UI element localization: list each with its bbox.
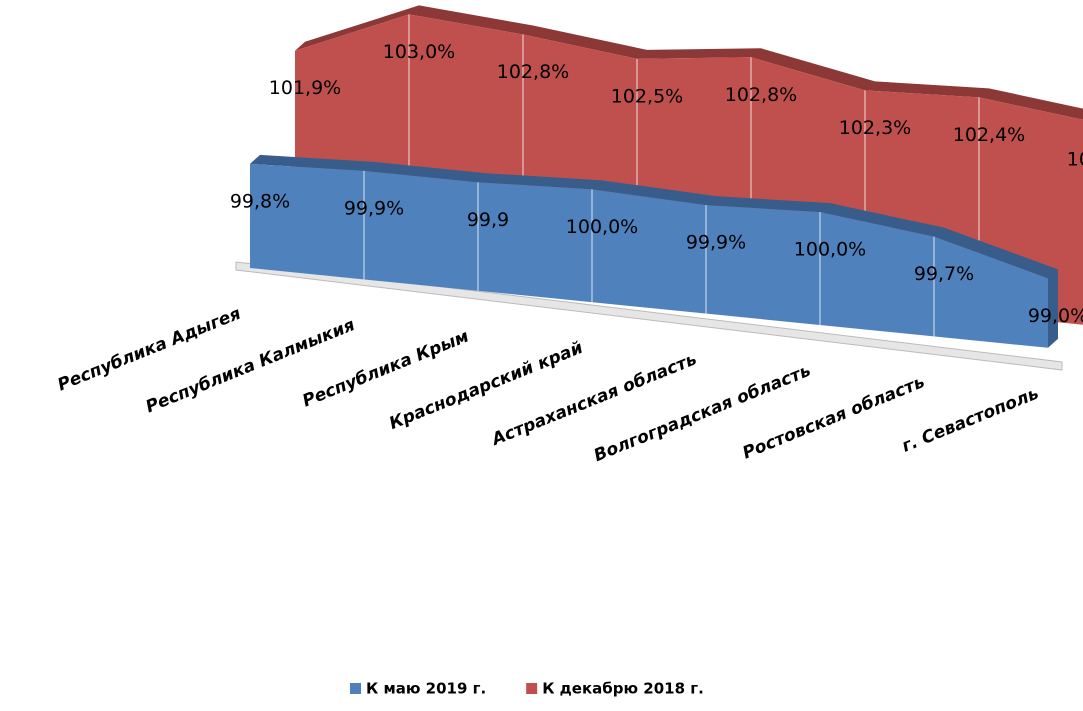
data-label: 102,8% (725, 84, 797, 106)
area-top (295, 5, 1083, 120)
data-label: 102,1% (1067, 148, 1083, 170)
data-label: 99,9% (344, 197, 404, 219)
area-top (250, 154, 1058, 279)
data-label: 102,8% (497, 61, 569, 83)
data-label: 99,0% (1028, 305, 1083, 327)
x-tick-label: г. Севастополь (899, 384, 1042, 457)
data-label: 102,3% (839, 117, 911, 139)
legend-label: К декабрю 2018 г. (542, 680, 704, 698)
legend-swatch (526, 683, 538, 694)
data-label: 102,4% (953, 124, 1025, 146)
floor (235, 261, 1063, 371)
legend-swatch (350, 683, 361, 694)
data-label: 100,0% (794, 239, 866, 261)
area (250, 163, 1048, 348)
data-label: 101,9% (269, 77, 341, 99)
data-label: 99,7% (914, 263, 974, 285)
data-label: 103,0% (383, 41, 455, 63)
data-label: 99,9 (467, 209, 509, 231)
data-label: 102,5% (611, 85, 683, 107)
area-side (1048, 269, 1058, 348)
legend-label: К маю 2019 г. (366, 680, 486, 698)
data-label: 99,9% (686, 232, 746, 254)
data-label: 99,8% (230, 190, 290, 212)
data-label: 100,0% (566, 216, 638, 238)
